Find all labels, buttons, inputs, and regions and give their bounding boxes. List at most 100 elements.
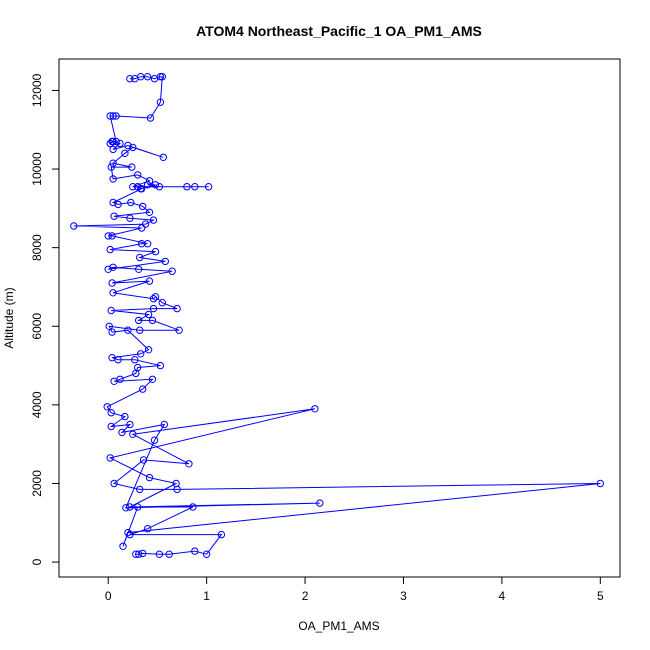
data-point xyxy=(112,112,120,120)
data-point xyxy=(109,289,117,297)
data-point xyxy=(145,208,154,217)
series-line xyxy=(73,76,601,555)
data-point xyxy=(134,363,142,372)
data-point xyxy=(175,326,183,334)
data-point xyxy=(156,98,165,106)
data-point xyxy=(151,181,160,189)
data-point xyxy=(121,149,129,158)
data-point xyxy=(107,306,115,315)
y-tick-label: 0 xyxy=(30,558,44,565)
data-point xyxy=(106,112,114,120)
data-point xyxy=(116,375,124,383)
data-point xyxy=(202,550,211,558)
data-point xyxy=(110,479,118,488)
data-point xyxy=(155,550,164,558)
data-point xyxy=(119,542,127,550)
data-point xyxy=(107,409,115,417)
data-point xyxy=(143,240,152,248)
data-point xyxy=(126,530,134,539)
data-point xyxy=(70,222,78,230)
data-point xyxy=(129,143,137,152)
data-point xyxy=(158,299,167,307)
x-axis: 0 1 2 3 4 5 xyxy=(105,576,604,603)
data-point xyxy=(156,361,165,370)
data-point xyxy=(311,405,319,413)
chart-title: ATOM4 Northeast_Pacific_1 OA_PM1_AMS xyxy=(196,23,482,39)
data-point xyxy=(143,73,152,81)
data-point xyxy=(110,212,118,220)
data-point xyxy=(145,177,154,185)
y-tick-label: 10000 xyxy=(30,152,44,186)
data-point xyxy=(135,316,143,325)
data-point xyxy=(158,73,167,81)
data-point xyxy=(104,232,112,240)
x-tick-label: 3 xyxy=(400,589,407,603)
data-point xyxy=(144,310,153,319)
y-tick-label: 2000 xyxy=(30,470,44,497)
data-point xyxy=(112,137,120,146)
data-points xyxy=(70,73,604,558)
data-point xyxy=(191,547,199,555)
data-point xyxy=(129,430,137,438)
data-point xyxy=(106,454,114,462)
data-point xyxy=(135,550,143,558)
data-point xyxy=(161,257,170,266)
y-tick-label: 12000 xyxy=(30,73,44,107)
data-point xyxy=(185,460,193,468)
data-point xyxy=(126,214,134,222)
data-point xyxy=(139,456,148,464)
data-point xyxy=(109,198,117,207)
data-point xyxy=(109,145,117,154)
data-point xyxy=(159,153,168,162)
data-point xyxy=(132,550,140,558)
x-tick-label: 4 xyxy=(499,589,506,603)
data-point xyxy=(149,295,158,303)
y-tick-label: 4000 xyxy=(30,391,44,418)
data-point xyxy=(108,279,116,287)
data-point xyxy=(139,202,147,211)
data-point xyxy=(143,525,152,533)
y-tick-label: 8000 xyxy=(30,234,44,261)
data-point xyxy=(150,436,159,444)
data-point xyxy=(104,265,112,273)
data-point xyxy=(137,350,145,358)
data-point xyxy=(105,322,113,330)
data-point xyxy=(204,183,213,191)
data-point xyxy=(316,499,324,507)
data-point xyxy=(103,403,111,411)
data-point xyxy=(143,181,152,189)
data-point xyxy=(108,328,116,336)
data-point xyxy=(160,420,169,429)
data-point xyxy=(136,253,144,262)
data-point xyxy=(139,549,147,558)
data-point xyxy=(165,550,173,558)
data-point xyxy=(136,485,144,494)
data-point xyxy=(148,375,157,383)
data-point xyxy=(118,428,126,437)
data-point xyxy=(151,293,160,301)
data-point xyxy=(146,114,155,122)
data-point xyxy=(145,473,154,482)
data-point xyxy=(126,75,134,83)
data-point xyxy=(135,265,143,273)
data-point xyxy=(151,247,160,256)
data-point xyxy=(116,139,124,148)
data-point xyxy=(136,326,144,334)
data-point xyxy=(126,503,134,511)
data-point xyxy=(149,216,158,224)
data-point xyxy=(108,354,116,362)
data-point xyxy=(109,112,117,120)
data-point xyxy=(109,159,117,167)
x-tick-label: 2 xyxy=(302,589,309,603)
data-point xyxy=(173,304,181,313)
data-point xyxy=(172,479,180,488)
data-point xyxy=(155,183,164,191)
data-point xyxy=(150,75,159,83)
data-point xyxy=(128,163,136,171)
data-point xyxy=(107,422,115,431)
data-point xyxy=(114,200,122,209)
data-point xyxy=(124,326,132,334)
data-point xyxy=(137,185,145,193)
